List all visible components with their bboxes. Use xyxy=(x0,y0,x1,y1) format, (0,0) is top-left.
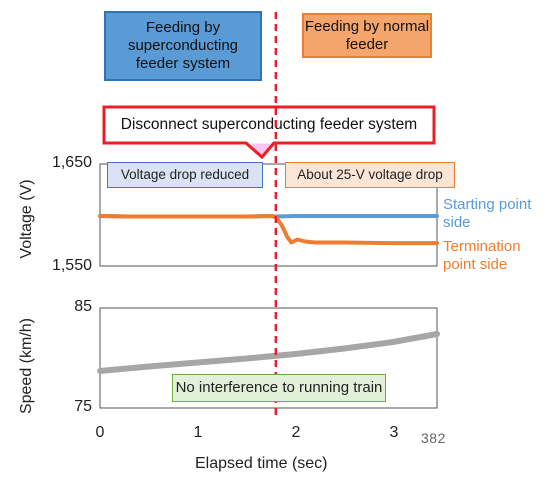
superconducting-feeding-label: Feeding by superconducting feeder system xyxy=(127,19,239,72)
normal-feeding-label: Feeding by normal feeder xyxy=(304,17,430,53)
speed-plot-frame xyxy=(99,307,438,409)
series-label-starting-point: Starting point side xyxy=(443,196,532,231)
xtick-2: 2 xyxy=(291,424,301,441)
no-interference-box: No interference to running train xyxy=(172,374,386,402)
series-line-speed xyxy=(97,331,440,374)
voltage-ylabel: Voltage (V) xyxy=(18,179,35,259)
xtick-3: 3 xyxy=(389,424,399,441)
voltage-ytick-1550: 1,550 xyxy=(51,257,92,274)
superconducting-feeding-box: Feeding by superconducting feeder system xyxy=(104,11,262,81)
voltage-ytick-1650: 1,650 xyxy=(51,154,92,171)
voltage-drop-reduced-box: Voltage drop reduced xyxy=(107,162,263,188)
x-axis-label: Elapsed time (sec) xyxy=(195,455,328,472)
speed-ytick-85: 85 xyxy=(74,298,92,315)
voltage-drop-reduced-label: Voltage drop reduced xyxy=(120,167,250,183)
disconnect-callout-text: Disconnect superconducting feeder system xyxy=(120,116,418,133)
no-interference-label: No interference to running train xyxy=(175,379,383,397)
voltage-drop-label: About 25-V voltage drop xyxy=(297,167,443,183)
page-number: 382 xyxy=(421,430,446,446)
voltage-drop-box: About 25-V voltage drop xyxy=(285,162,455,188)
normal-feeding-box: Feeding by normal feeder xyxy=(302,13,432,58)
speed-ylabel: Speed (km/h) xyxy=(18,317,35,415)
series-label-termination-point: Termination point side xyxy=(443,238,521,273)
speed-ytick-75: 75 xyxy=(74,398,92,415)
xtick-1: 1 xyxy=(193,424,203,441)
series-line-termination-point-side xyxy=(98,214,439,246)
xtick-0: 0 xyxy=(95,424,105,441)
